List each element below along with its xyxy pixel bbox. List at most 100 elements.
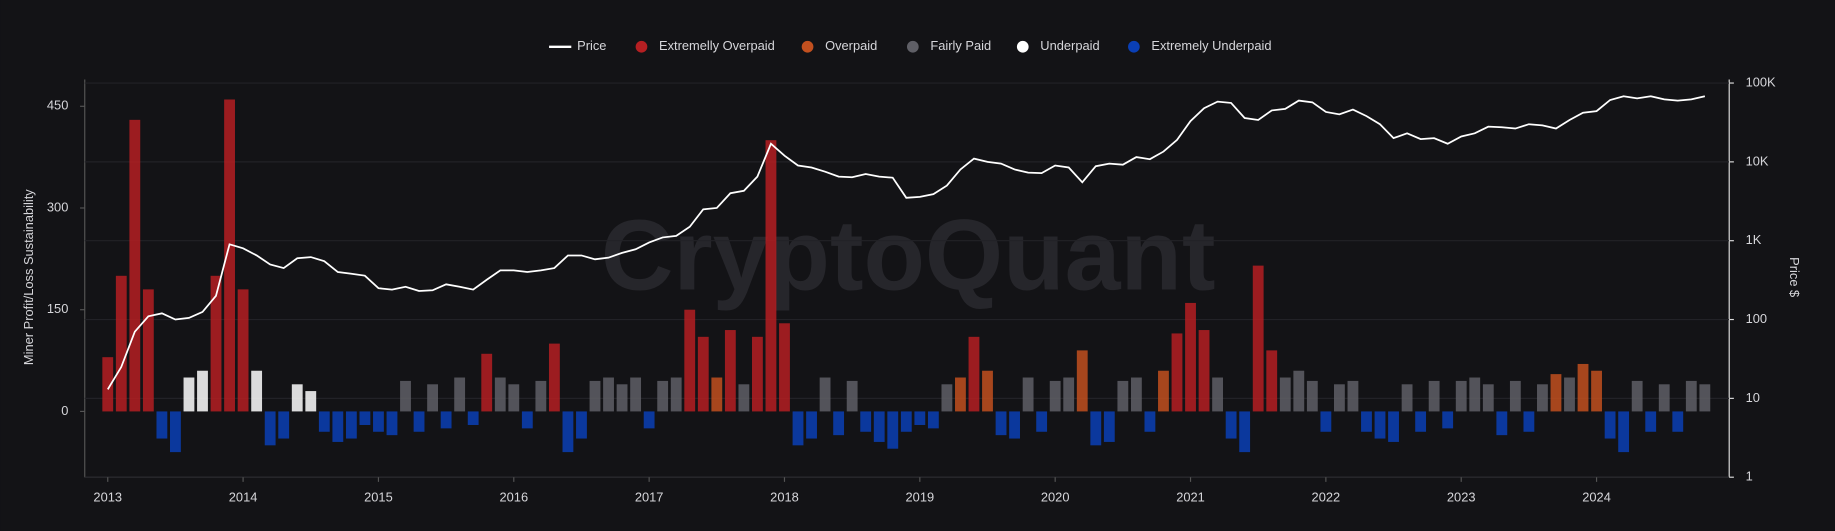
bar xyxy=(1103,411,1115,442)
bar xyxy=(630,377,642,412)
bar xyxy=(1239,411,1251,453)
bar xyxy=(860,411,872,432)
bar xyxy=(156,411,168,439)
bar xyxy=(400,380,411,412)
bar xyxy=(711,377,723,412)
bar xyxy=(359,411,371,425)
bar xyxy=(792,411,804,446)
x-tick-label: 2021 xyxy=(1176,490,1205,505)
bar xyxy=(806,411,817,439)
bar xyxy=(697,336,709,412)
bar xyxy=(1482,384,1494,412)
bar xyxy=(1496,411,1508,436)
bar xyxy=(521,411,533,429)
legend-swatch xyxy=(635,40,648,53)
bar xyxy=(264,411,276,446)
legend-label: Overpaid xyxy=(825,38,877,53)
bar xyxy=(846,380,858,412)
bar xyxy=(1442,411,1454,429)
bar xyxy=(427,384,438,412)
bar xyxy=(1618,411,1630,453)
x-tick-label: 2019 xyxy=(906,490,935,505)
bar xyxy=(548,343,560,412)
bar xyxy=(210,275,222,412)
legend-label: Fairly Paid xyxy=(930,38,991,53)
x-tick-label: 2016 xyxy=(499,490,528,505)
bar xyxy=(413,411,425,432)
bar xyxy=(1685,380,1697,412)
bar xyxy=(887,411,899,449)
legend-label: Price xyxy=(577,38,606,53)
bar xyxy=(142,289,154,412)
bar xyxy=(373,411,384,432)
bar xyxy=(278,411,290,439)
bar xyxy=(1455,380,1467,412)
bar xyxy=(1225,411,1237,439)
bar xyxy=(1699,384,1711,412)
bar xyxy=(440,411,452,429)
bar xyxy=(318,411,330,432)
bar xyxy=(332,411,344,442)
bar xyxy=(1415,411,1427,432)
bar xyxy=(454,377,466,412)
y2-tick-label: 10K xyxy=(1746,153,1769,168)
bar xyxy=(1009,411,1020,439)
bar xyxy=(914,411,926,425)
legend-label: Extremelly Overpaid xyxy=(659,38,775,53)
legend-item: Price xyxy=(549,38,606,53)
bar xyxy=(467,411,479,425)
y2-tick-label: 100K xyxy=(1746,74,1776,89)
bar xyxy=(941,384,953,412)
y2-tick-label: 1K xyxy=(1746,232,1762,247)
bar xyxy=(657,380,669,412)
bar xyxy=(833,411,845,436)
bar xyxy=(1509,380,1521,412)
bar xyxy=(1185,302,1196,412)
bar xyxy=(1374,411,1386,439)
bar xyxy=(535,380,547,412)
bar xyxy=(386,411,398,436)
bar xyxy=(1090,411,1102,446)
bar xyxy=(1198,330,1210,412)
bar xyxy=(900,411,912,432)
x-tick-label: 2022 xyxy=(1312,490,1341,505)
bar xyxy=(873,411,885,442)
bar xyxy=(1347,380,1359,412)
bar xyxy=(1672,411,1684,432)
bar xyxy=(724,330,736,412)
bar xyxy=(224,99,235,412)
y-tick-label: 300 xyxy=(47,199,68,214)
bar xyxy=(305,391,317,412)
bar xyxy=(738,384,750,412)
bar xyxy=(819,377,831,412)
bar xyxy=(1266,350,1278,412)
bar xyxy=(643,411,655,429)
bar xyxy=(1401,384,1413,412)
bar xyxy=(345,411,357,439)
legend-item: Underpaid xyxy=(1016,38,1100,53)
watermark: CryptoQuant xyxy=(601,200,1216,312)
legend-item: Extremely Underpaid xyxy=(1128,38,1271,53)
legend-item: Extremelly Overpaid xyxy=(635,38,775,53)
bar xyxy=(1252,265,1264,412)
bar xyxy=(1645,411,1657,432)
bar xyxy=(1171,333,1183,412)
x-tick-label: 2017 xyxy=(635,490,664,505)
bar xyxy=(995,411,1007,436)
bar xyxy=(1537,384,1548,412)
bar xyxy=(129,119,141,412)
bar xyxy=(494,377,506,412)
bar xyxy=(1279,377,1291,412)
bar xyxy=(603,377,614,412)
y2-axis-label: Price $ xyxy=(1787,257,1802,297)
bar xyxy=(251,370,263,412)
bar xyxy=(1550,374,1562,412)
legend-label: Underpaid xyxy=(1040,38,1099,53)
bar xyxy=(589,380,601,412)
bar xyxy=(1212,377,1224,412)
y-axis-label: Miner Profit/Loss Sustainability xyxy=(21,189,36,365)
bar xyxy=(968,336,980,412)
bar xyxy=(237,289,249,412)
